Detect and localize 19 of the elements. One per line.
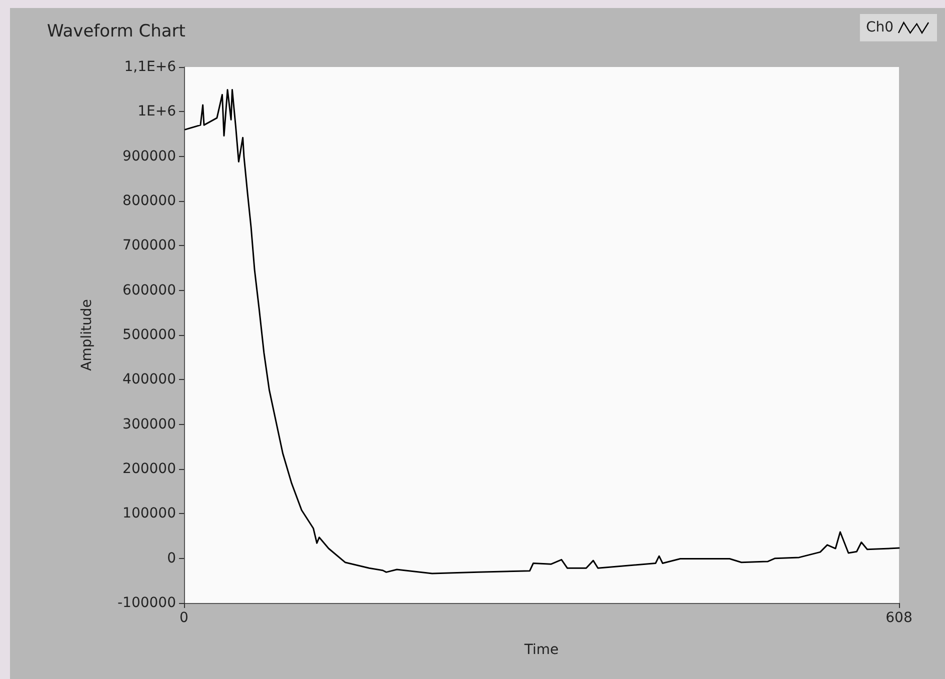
- y-tick-label: 0: [167, 550, 176, 566]
- y-tick-label: -100000: [118, 595, 176, 611]
- y-tick-label: 700000: [122, 238, 176, 254]
- y-tick-label: 500000: [122, 327, 176, 343]
- y-tick-label: 800000: [122, 193, 176, 209]
- y-tick-label: 400000: [122, 372, 176, 388]
- y-tick-label: 200000: [122, 461, 176, 477]
- y-tick-label: 1,1E+6: [124, 59, 176, 75]
- y-axis-title: Amplitude: [79, 299, 95, 371]
- y-tick-label: 100000: [122, 506, 176, 522]
- chart-title: Waveform Chart: [47, 22, 186, 42]
- legend-label: Ch0: [866, 20, 894, 36]
- line-series: [184, 89, 900, 574]
- y-tick-label: 300000: [122, 416, 176, 432]
- y-tick-label: 1E+6: [138, 104, 176, 120]
- x-tick-label: 608: [886, 610, 912, 626]
- x-axis-title: Time: [523, 642, 559, 658]
- y-tick-label: 600000: [122, 282, 176, 298]
- y-tick-label: 900000: [122, 148, 176, 164]
